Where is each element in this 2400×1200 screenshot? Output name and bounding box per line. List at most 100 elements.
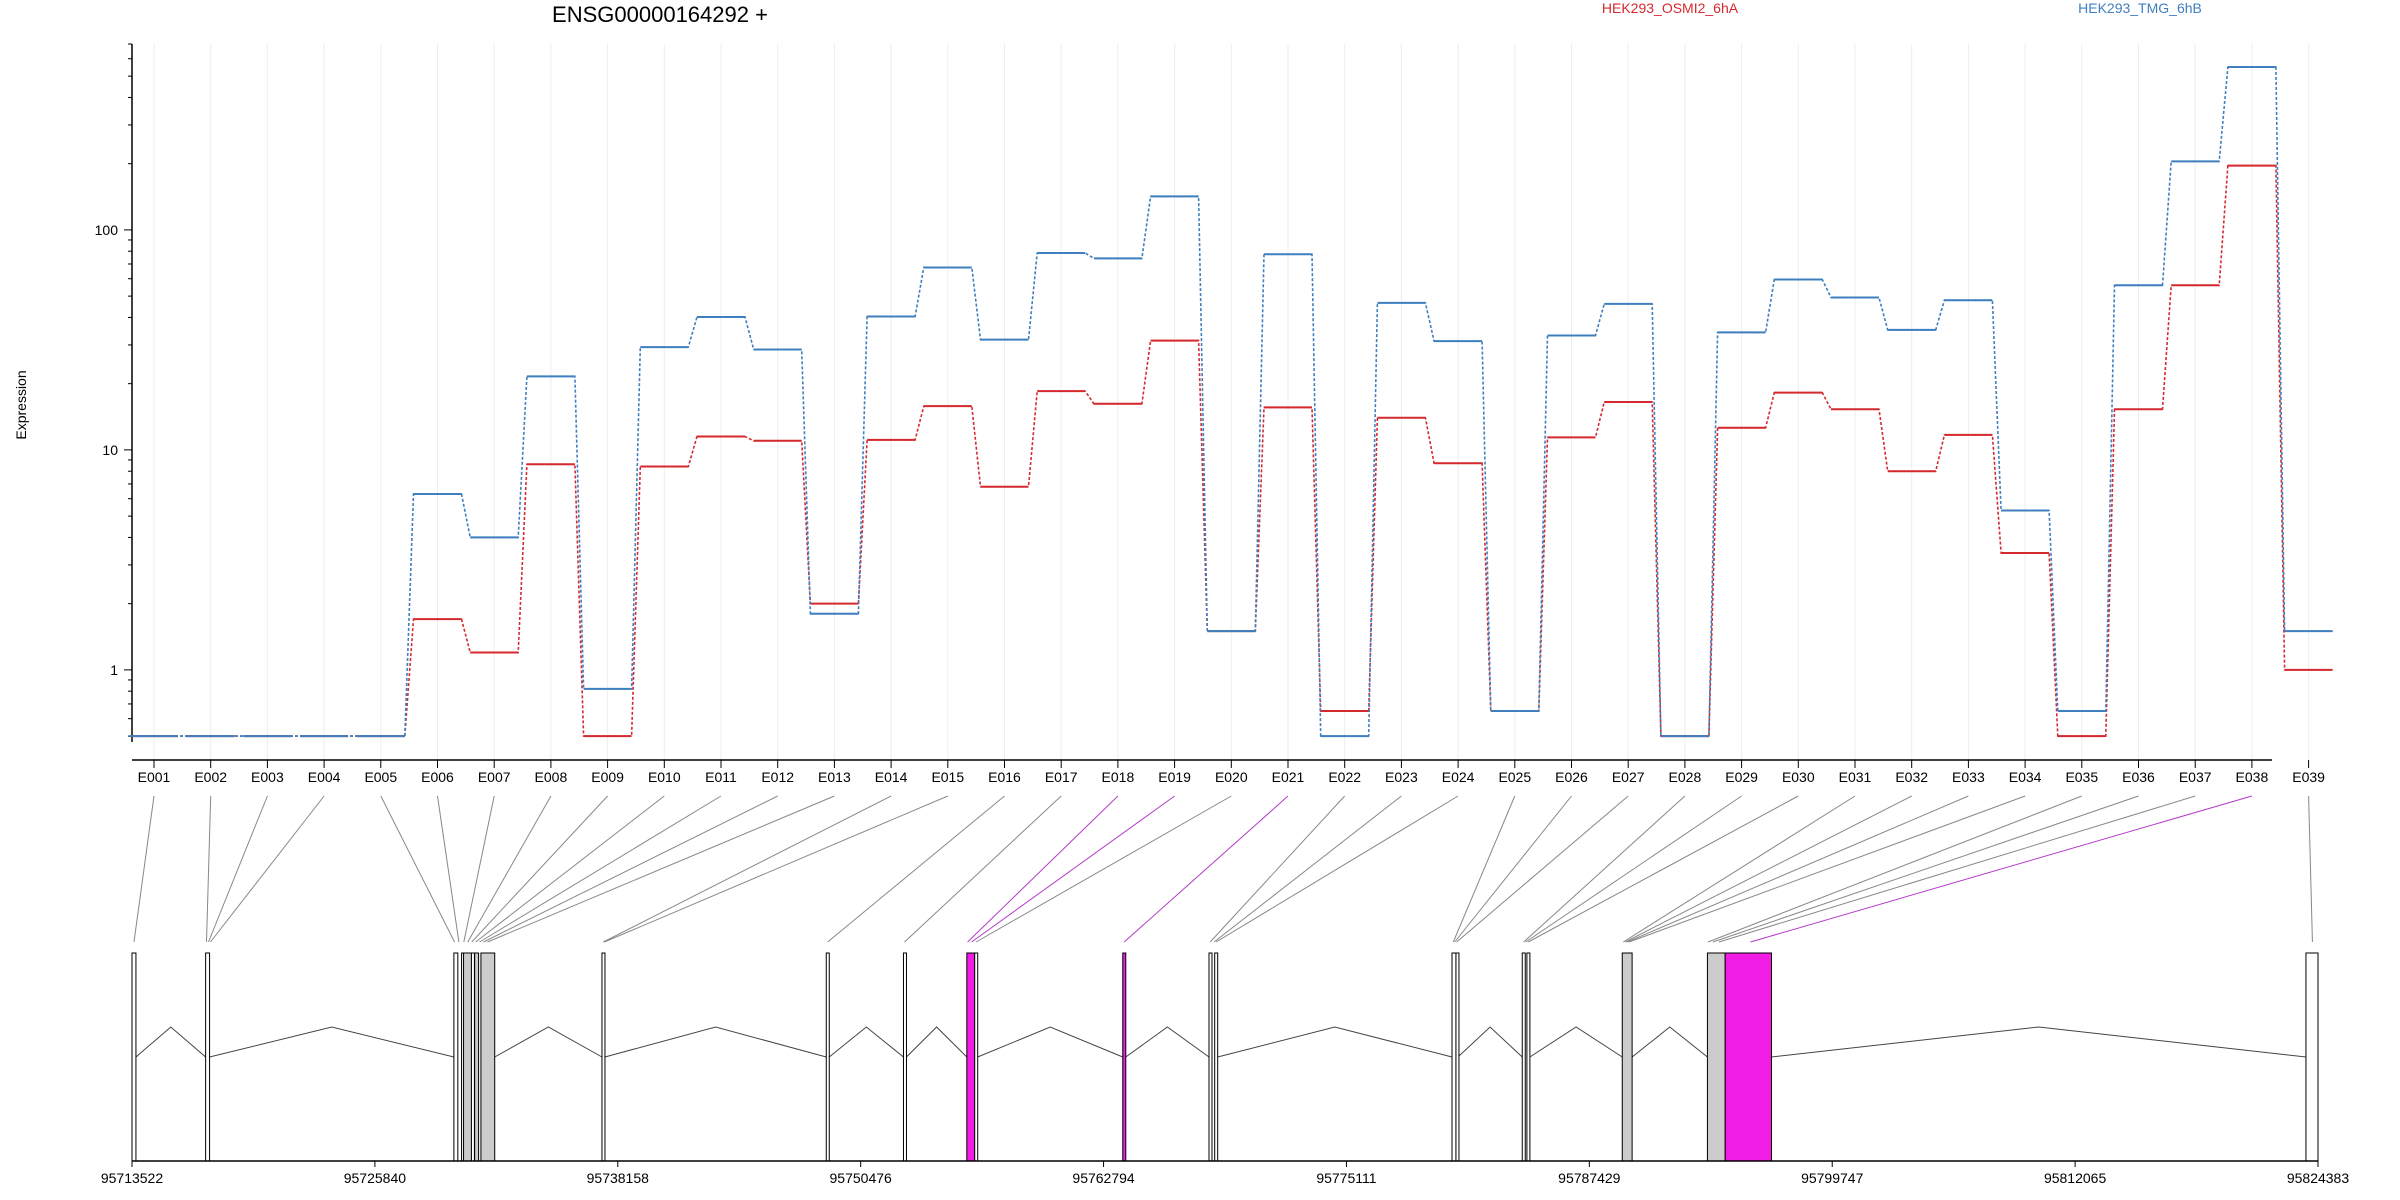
- x-tick-label-e037: E037: [2179, 769, 2212, 785]
- x-tick-label-e019: E019: [1158, 769, 1191, 785]
- x-tick-label-e028: E028: [1669, 769, 1702, 785]
- exon-link-lines: [133, 795, 2313, 943]
- intron-line: [1457, 1026, 1523, 1058]
- x-tick-label-e008: E008: [535, 769, 568, 785]
- genome-coord-label: 95824383: [2287, 1170, 2350, 1186]
- exon-link-e012: [483, 795, 778, 943]
- y-tick-label: 10: [102, 442, 118, 458]
- exon-link-e027: [1456, 795, 1629, 943]
- y-axis-label: Expression: [13, 370, 29, 439]
- genome-coord-label: 95750476: [830, 1170, 893, 1186]
- exon-link-e033: [1627, 795, 1969, 943]
- x-tick-label-e022: E022: [1328, 769, 1361, 785]
- exon-link-e028: [1523, 795, 1686, 943]
- x-tick-label-e034: E034: [2009, 769, 2042, 785]
- genome-coord-label: 95713522: [101, 1170, 164, 1186]
- x-tick-label-e009: E009: [591, 769, 624, 785]
- intron-line: [135, 1026, 206, 1058]
- x-tick-label-e026: E026: [1555, 769, 1588, 785]
- legend-entry-osmi2: HEK293_OSMI2_6hA: [1602, 0, 1739, 16]
- y-tick-label: 1: [110, 662, 118, 678]
- x-tick-label-e039: E039: [2292, 769, 2325, 785]
- exon-block: [1208, 952, 1213, 1162]
- exon-link-e016: [827, 795, 1005, 943]
- exon-block: [1526, 952, 1531, 1162]
- exon-link-e007: [463, 795, 495, 943]
- exon-block: [470, 952, 475, 1162]
- x-tick-label-e031: E031: [1839, 769, 1872, 785]
- genome-coord-label: 95725840: [344, 1170, 407, 1186]
- x-tick-label-e012: E012: [761, 769, 794, 785]
- exon-link-e019: [971, 795, 1175, 943]
- exon-block: [463, 952, 472, 1162]
- exon-link-e004: [210, 795, 325, 943]
- intron-line: [1631, 1026, 1708, 1058]
- intron-line: [494, 1026, 603, 1058]
- x-tick-label-e020: E020: [1215, 769, 1248, 785]
- exon-link-e038: [1750, 795, 2253, 943]
- exon-block: [1706, 952, 1726, 1162]
- exon-block: [131, 952, 137, 1162]
- x-tick-label-e007: E007: [478, 769, 511, 785]
- genome-coord-label: 95812065: [2044, 1170, 2107, 1186]
- x-tick-label-e023: E023: [1385, 769, 1418, 785]
- exon-block: [2305, 952, 2319, 1162]
- x-tick-label-e014: E014: [875, 769, 908, 785]
- grid-layer: [153, 44, 2310, 760]
- intron-line: [1529, 1026, 1623, 1058]
- exon-link-e030: [1527, 795, 1799, 943]
- exon-block: [1621, 952, 1633, 1162]
- x-tick-label-e025: E025: [1498, 769, 1531, 785]
- exon-link-e031: [1622, 795, 1856, 943]
- gene-model: 95713522 95725840 95738158 95750476 95762794…: [101, 952, 2350, 1186]
- x-tick-label-e010: E010: [648, 769, 681, 785]
- exon-link-e010: [475, 795, 665, 943]
- exon-link-e017: [904, 795, 1062, 943]
- genome-coord-label: 95762794: [1072, 1170, 1135, 1186]
- x-tick-label-e004: E004: [308, 769, 341, 785]
- x-tick-label-e015: E015: [931, 769, 964, 785]
- exon-link-e006: [437, 795, 460, 943]
- exon-link-e037: [1718, 795, 2196, 943]
- x-tick-label-e002: E002: [194, 769, 227, 785]
- exon-link-e029: [1525, 795, 1742, 943]
- exon-link-e015: [604, 795, 948, 943]
- exon-link-e032: [1625, 795, 1912, 943]
- axes: 1 10 100 E001 E002 E003 E004 E005 E006 E007 E008 E0…: [95, 43, 2325, 785]
- exon-link-e023: [1213, 795, 1402, 943]
- x-tick-label-e030: E030: [1782, 769, 1815, 785]
- exon-link-e035: [1707, 795, 2082, 943]
- intron-line: [906, 1026, 968, 1058]
- exon-link-e020: [975, 795, 1232, 943]
- exon-link-e025: [1452, 795, 1516, 943]
- intron-line: [1771, 1026, 2307, 1058]
- exon-link-e008: [467, 795, 552, 943]
- exon-link-e034: [1629, 795, 2026, 943]
- exon-link-e021: [1123, 795, 1289, 943]
- exon-block: [1724, 952, 1773, 1162]
- x-tick-label-e027: E027: [1612, 769, 1645, 785]
- exon-block: [974, 952, 979, 1162]
- intron-line: [1217, 1026, 1453, 1058]
- intron-line: [604, 1026, 827, 1058]
- exon-link-e022: [1209, 795, 1346, 943]
- exon-link-e005: [380, 795, 455, 943]
- intron-line: [828, 1026, 904, 1058]
- exon-link-e018: [967, 795, 1119, 943]
- x-tick-label-e018: E018: [1102, 769, 1135, 785]
- exon-link-e024: [1215, 795, 1459, 943]
- x-tick-label-e032: E032: [1895, 769, 1928, 785]
- x-tick-label-e005: E005: [364, 769, 397, 785]
- exon-block: [480, 952, 496, 1162]
- x-tick-label-e001: E001: [138, 769, 171, 785]
- exon-block: [966, 952, 976, 1162]
- exon-block: [205, 952, 211, 1162]
- exon-block: [902, 952, 907, 1162]
- x-tick-label-e011: E011: [705, 769, 737, 785]
- x-tick-label-e021: E021: [1272, 769, 1305, 785]
- genome-coord-label: 95799747: [1801, 1170, 1864, 1186]
- exon-block: [601, 952, 606, 1162]
- x-tick-label-e035: E035: [2065, 769, 2098, 785]
- y-tick-label: 100: [95, 222, 119, 238]
- genome-coord-label: 95787429: [1558, 1170, 1621, 1186]
